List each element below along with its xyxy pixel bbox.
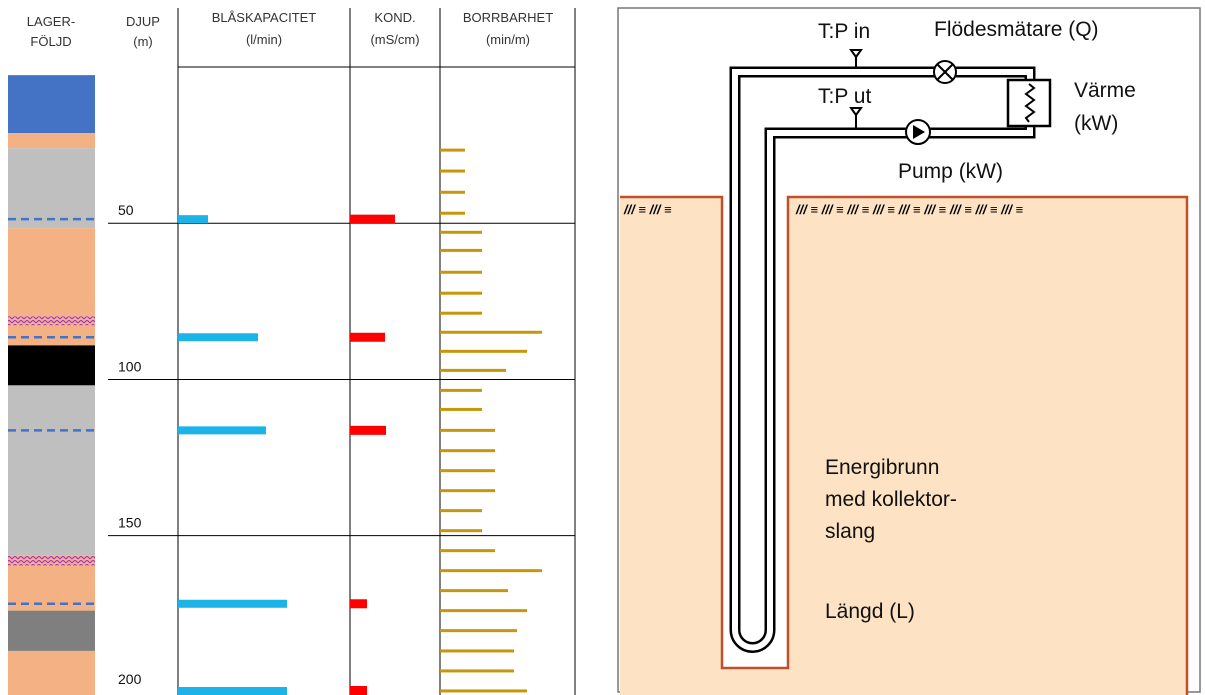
header: LAGER- [27,14,75,29]
bar [440,469,495,472]
stratum [8,611,95,651]
bar [440,549,495,552]
bar [350,686,367,695]
bar [440,149,465,152]
header: FÖLJD [30,34,71,49]
bar [440,609,527,612]
stratum [8,325,95,345]
bar [440,629,517,632]
header: (l/min) [246,32,282,47]
label: Värme [1074,79,1136,102]
bar [178,426,266,434]
label: Längd (L) [825,600,915,623]
bar [350,426,386,435]
label: med kollektor- [825,488,957,511]
stratum [8,385,95,555]
bar [178,687,287,695]
label: slang [825,520,875,543]
bar [440,292,482,295]
header: (mS/cm) [370,32,419,47]
bar [178,333,258,341]
surface-hatch: /// ≡ /// ≡ /// ≡ /// ≡ /// ≡ /// ≡ /// … [795,202,1023,217]
bar [440,489,495,492]
bar [440,369,506,372]
header: BORRBARHET [463,10,553,25]
stratum [8,651,95,695]
label: T:P ut [818,85,871,108]
bar [440,231,482,234]
label: (kW) [1074,112,1118,135]
label: T:P in [818,20,870,43]
bar [178,215,208,223]
y-tick-label: 150 [118,515,142,531]
stratum [8,345,95,385]
bar [440,529,482,532]
stratum [8,228,95,316]
page: LAGER- FÖLJD DJUP (m) BLÅSKAPACITET (l/m… [0,0,1205,695]
bar [440,249,482,252]
bar [440,449,495,452]
header: KOND. [374,10,415,25]
bar [440,312,482,315]
y-tick-label: 200 [118,671,142,687]
y-tick-label: 100 [118,358,142,374]
bar [440,649,514,652]
bar [440,408,482,411]
stratum [8,316,95,325]
bar [350,215,395,224]
flow-meter [934,61,956,83]
surface-hatch: /// ≡ /// ≡ [623,202,672,217]
bar [350,599,367,608]
stratum [8,556,95,566]
header: DJUP [126,14,160,29]
bar [440,389,482,392]
stratum [8,133,95,148]
header: (min/m) [486,32,530,47]
bar [350,333,385,342]
bar [440,689,527,692]
bar [440,669,514,672]
label: Energibrunn [825,456,939,479]
header: (m) [133,34,153,49]
bar [440,569,542,572]
bar [440,429,495,432]
bar [440,170,465,173]
label: Pump (kW) [898,160,1003,183]
bar [440,509,482,512]
y-tick-label: 50 [118,202,134,218]
bar [178,600,287,608]
pump [906,120,930,144]
bar [440,331,542,334]
bar [440,212,465,215]
label: Flödesmätare (Q) [934,18,1099,41]
header: BLÅSKAPACITET [212,10,317,25]
bar [440,589,508,592]
bar [440,350,527,353]
bar [440,271,482,274]
stratum [8,75,95,133]
bar [440,191,465,194]
stratum [8,148,95,228]
